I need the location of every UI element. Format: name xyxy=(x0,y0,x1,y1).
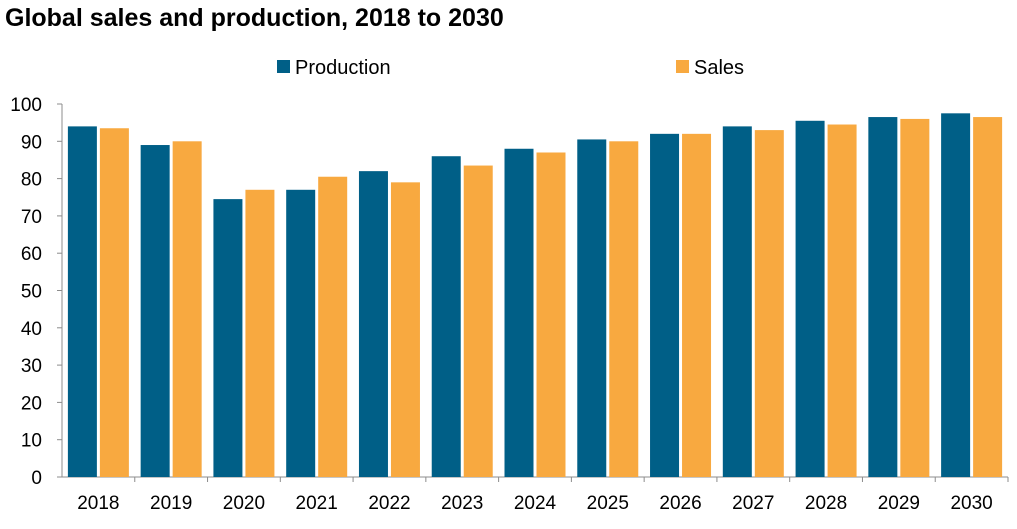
bar-production-2018 xyxy=(67,126,97,477)
legend-label-production: Production xyxy=(295,57,391,79)
bar-production-2023 xyxy=(431,156,461,477)
x-tick-label-2020: 2020 xyxy=(223,493,265,514)
bar-sales-2020 xyxy=(245,189,275,478)
bar-sales-2022 xyxy=(390,182,420,477)
x-tick-label-2027: 2027 xyxy=(732,493,774,514)
bar-sales-2028 xyxy=(827,124,857,477)
x-tick-label-2021: 2021 xyxy=(296,493,338,514)
bar-production-2025 xyxy=(577,139,607,477)
bar-sales-2021 xyxy=(318,176,348,478)
y-tick-label: 50 xyxy=(21,282,42,303)
x-tick-label-2028: 2028 xyxy=(805,493,847,514)
y-tick-label: 0 xyxy=(31,468,42,489)
bar-production-2020 xyxy=(213,199,243,478)
bar-production-2026 xyxy=(650,133,680,477)
x-tick-label-2022: 2022 xyxy=(368,493,410,514)
legend-swatch-sales xyxy=(676,60,689,73)
bar-sales-2023 xyxy=(463,165,493,478)
bar-production-2022 xyxy=(358,171,388,477)
x-tick-label-2025: 2025 xyxy=(587,493,629,514)
bar-sales-2026 xyxy=(682,133,712,477)
bar-sales-2024 xyxy=(536,152,566,478)
y-tick-label: 70 xyxy=(21,207,42,228)
bars xyxy=(67,113,1003,478)
bar-sales-2029 xyxy=(900,118,930,478)
y-tick-label: 40 xyxy=(21,319,42,340)
x-tick-label-2030: 2030 xyxy=(950,493,992,514)
y-tick-label: 30 xyxy=(21,356,42,377)
y-tick-label: 100 xyxy=(10,95,42,116)
x-tick-label-2019: 2019 xyxy=(150,493,192,514)
legend-swatch-production xyxy=(277,60,290,73)
y-tick-label: 80 xyxy=(21,170,42,191)
x-tick-label-2018: 2018 xyxy=(77,493,119,514)
x-tick-label-2023: 2023 xyxy=(441,493,483,514)
bar-sales-2019 xyxy=(172,141,202,478)
bar-sales-2025 xyxy=(609,141,639,478)
y-tick-label: 90 xyxy=(21,132,42,153)
bar-production-2030 xyxy=(941,113,971,477)
bar-production-2019 xyxy=(140,145,170,477)
bar-production-2029 xyxy=(868,117,898,478)
y-axis: 0 10 20 30 40 50 60 70 80 90 100 xyxy=(10,95,63,489)
x-axis: 2018 2019 2020 2021 2022 2023 2024 2025 2026 2027… xyxy=(62,476,1009,514)
bar-production-2024 xyxy=(504,148,534,477)
x-tick-label-2029: 2029 xyxy=(878,493,920,514)
y-tick-label: 20 xyxy=(21,393,42,414)
x-tick-label-2024: 2024 xyxy=(514,493,557,514)
y-tick-label: 60 xyxy=(21,244,42,265)
bar-sales-2027 xyxy=(754,130,784,478)
bar-production-2028 xyxy=(795,120,825,477)
chart-title: Global sales and production, 2018 to 203… xyxy=(5,4,504,32)
bar-production-2021 xyxy=(286,189,316,478)
bar-sales-2030 xyxy=(973,117,1003,478)
x-tick-label-2026: 2026 xyxy=(659,493,701,514)
y-tick-label: 10 xyxy=(21,431,42,452)
legend-label-sales: Sales xyxy=(694,57,744,79)
legend: Production Sales xyxy=(277,57,744,79)
bar-sales-2018 xyxy=(99,128,129,477)
bar-production-2027 xyxy=(722,126,752,477)
